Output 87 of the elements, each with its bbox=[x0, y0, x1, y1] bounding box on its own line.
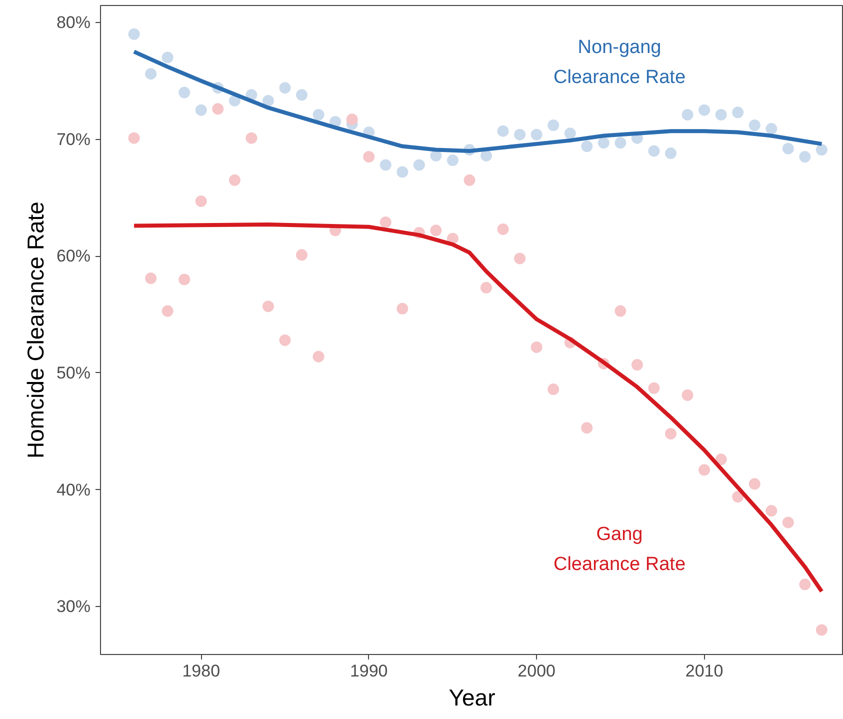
point bbox=[748, 120, 760, 131]
point bbox=[212, 103, 224, 115]
line-series bbox=[132, 222, 824, 594]
annotation: Non-gang Clearance Rate bbox=[553, 37, 686, 88]
x-tick-label: 1990 bbox=[350, 662, 388, 680]
point bbox=[128, 28, 140, 40]
point bbox=[178, 274, 190, 286]
point bbox=[162, 305, 174, 317]
point bbox=[464, 174, 476, 186]
point bbox=[396, 166, 408, 178]
y-tick-label: 50% bbox=[56, 363, 91, 382]
point bbox=[312, 350, 324, 362]
point bbox=[514, 252, 526, 264]
point bbox=[715, 108, 727, 120]
x-tick-label: 2000 bbox=[518, 662, 556, 680]
y-tick-label: 70% bbox=[56, 130, 91, 149]
point bbox=[548, 384, 560, 396]
point bbox=[430, 150, 442, 162]
x-tick-label: 2010 bbox=[685, 662, 724, 680]
y-tick-label: 40% bbox=[56, 480, 91, 500]
point bbox=[782, 516, 794, 528]
point bbox=[480, 282, 492, 294]
point bbox=[430, 224, 442, 236]
y-tick-label: 30% bbox=[56, 597, 91, 616]
point bbox=[530, 341, 542, 353]
point bbox=[816, 624, 828, 636]
point bbox=[228, 94, 240, 106]
point bbox=[665, 428, 676, 440]
point bbox=[698, 464, 710, 476]
point bbox=[296, 89, 308, 101]
point bbox=[145, 68, 157, 80]
y-axis-title: Homcide Clearance Rate bbox=[22, 202, 48, 458]
point bbox=[698, 104, 710, 116]
point bbox=[530, 128, 542, 140]
point bbox=[346, 114, 358, 126]
point bbox=[228, 174, 240, 186]
annotation: Gang Clearance Rate bbox=[553, 524, 686, 575]
point bbox=[246, 132, 258, 144]
point bbox=[128, 132, 140, 144]
point bbox=[816, 144, 828, 156]
point bbox=[581, 422, 593, 434]
point bbox=[614, 305, 626, 317]
point bbox=[715, 454, 727, 466]
point bbox=[195, 104, 207, 116]
point bbox=[732, 491, 744, 503]
point bbox=[296, 249, 308, 261]
point bbox=[396, 302, 408, 314]
point bbox=[631, 359, 643, 370]
point bbox=[380, 216, 392, 228]
point bbox=[766, 123, 778, 134]
point bbox=[732, 106, 744, 118]
point bbox=[648, 382, 660, 394]
point bbox=[497, 125, 509, 137]
point bbox=[614, 137, 626, 149]
point bbox=[648, 145, 660, 157]
point bbox=[380, 159, 392, 171]
point bbox=[279, 82, 291, 94]
point bbox=[178, 86, 190, 98]
point bbox=[262, 300, 274, 312]
point bbox=[279, 334, 291, 346]
point bbox=[363, 151, 375, 163]
point bbox=[564, 128, 576, 140]
point bbox=[665, 148, 676, 160]
point bbox=[514, 128, 526, 140]
point bbox=[748, 478, 760, 490]
point bbox=[446, 154, 458, 166]
y-tick-label: 80% bbox=[56, 12, 91, 32]
point bbox=[497, 223, 509, 235]
point bbox=[799, 151, 811, 163]
point bbox=[548, 120, 560, 131]
point bbox=[413, 159, 425, 171]
point bbox=[480, 150, 492, 162]
point bbox=[262, 94, 274, 106]
point bbox=[682, 389, 694, 401]
point bbox=[312, 108, 324, 120]
point bbox=[766, 505, 778, 517]
x-axis-title: Year bbox=[448, 684, 496, 710]
point bbox=[682, 108, 694, 120]
point bbox=[162, 52, 174, 64]
point bbox=[195, 195, 207, 207]
point bbox=[799, 578, 811, 590]
x-tick-label: 1980 bbox=[182, 662, 220, 680]
point bbox=[782, 142, 794, 154]
point bbox=[581, 140, 593, 152]
point bbox=[598, 137, 610, 149]
y-tick-label: 60% bbox=[56, 246, 91, 266]
point bbox=[145, 272, 157, 284]
